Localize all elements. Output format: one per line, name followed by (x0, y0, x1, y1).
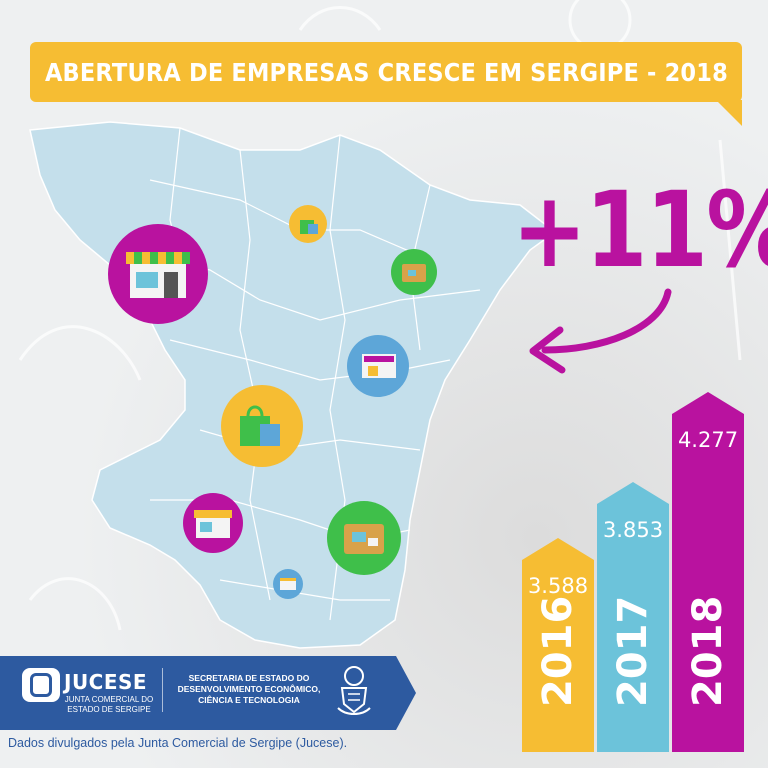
bar-category-label: 2017 (610, 595, 656, 707)
jucese-logo-subtitle: JUNTA COMERCIAL DO ESTADO DE SERGIPE (56, 695, 162, 715)
logo-sub-line-1: JUNTA COMERCIAL DO (64, 695, 154, 704)
logo-sub-line-2: ESTADO DE SERGIPE (67, 705, 151, 714)
secretaria-name: SECRETARIA DE ESTADO DO DESENVOLVIMENTO … (170, 673, 328, 706)
bar-category-label: 2016 (535, 595, 581, 707)
bar-shape-2018 (672, 392, 744, 752)
bar-value-label: 3.588 (527, 573, 589, 598)
page-title: ABERTURA DE EMPRESAS CRESCE EM SERGIPE -… (44, 57, 728, 87)
shopping-bag-icon (220, 384, 304, 472)
shop-window-icon (272, 568, 304, 604)
secretaria-line-2: DESENVOLVIMENTO ECONÔMICO, (177, 684, 321, 694)
jucese-logo-name: JUCESE (64, 670, 148, 694)
title-banner-tail (716, 100, 742, 126)
storefront-icon (106, 222, 210, 330)
storefront-icon (182, 492, 244, 558)
data-source-note: Dados divulgados pela Junta Comercial de… (8, 736, 348, 750)
secretaria-line-1: SECRETARIA DE ESTADO DO (188, 673, 310, 683)
secretaria-line-3: CIÊNCIA E TECNOLOGIA (198, 695, 300, 705)
suitcase-icon (326, 500, 402, 580)
footer-divider (162, 668, 163, 712)
bar-2017: 3.853 2017 (597, 481, 669, 752)
shopping-bag-icon (288, 204, 328, 248)
bar-value-label: 4.277 (677, 428, 739, 452)
title-banner: ABERTURA DE EMPRESAS CRESCE EM SERGIPE -… (30, 42, 742, 102)
shop-window-icon (346, 334, 410, 402)
jucese-logo-mark (30, 673, 52, 697)
sergipe-coat-of-arms-icon (337, 666, 371, 715)
bar-shape-2016 (522, 537, 594, 752)
bar-2018: 4.277 2018 (672, 392, 744, 752)
bar-shape-2017 (597, 481, 669, 752)
growth-percentage: +11% (512, 169, 768, 291)
suitcase-icon (390, 248, 438, 300)
bar-value-label: 3.853 (602, 517, 664, 542)
footer-band (0, 656, 416, 730)
bar-2016: 3.588 2016 (522, 537, 594, 752)
sketch-lines (18, 0, 742, 631)
curved-arrow (541, 288, 672, 354)
bar-category-label: 2018 (685, 595, 731, 707)
